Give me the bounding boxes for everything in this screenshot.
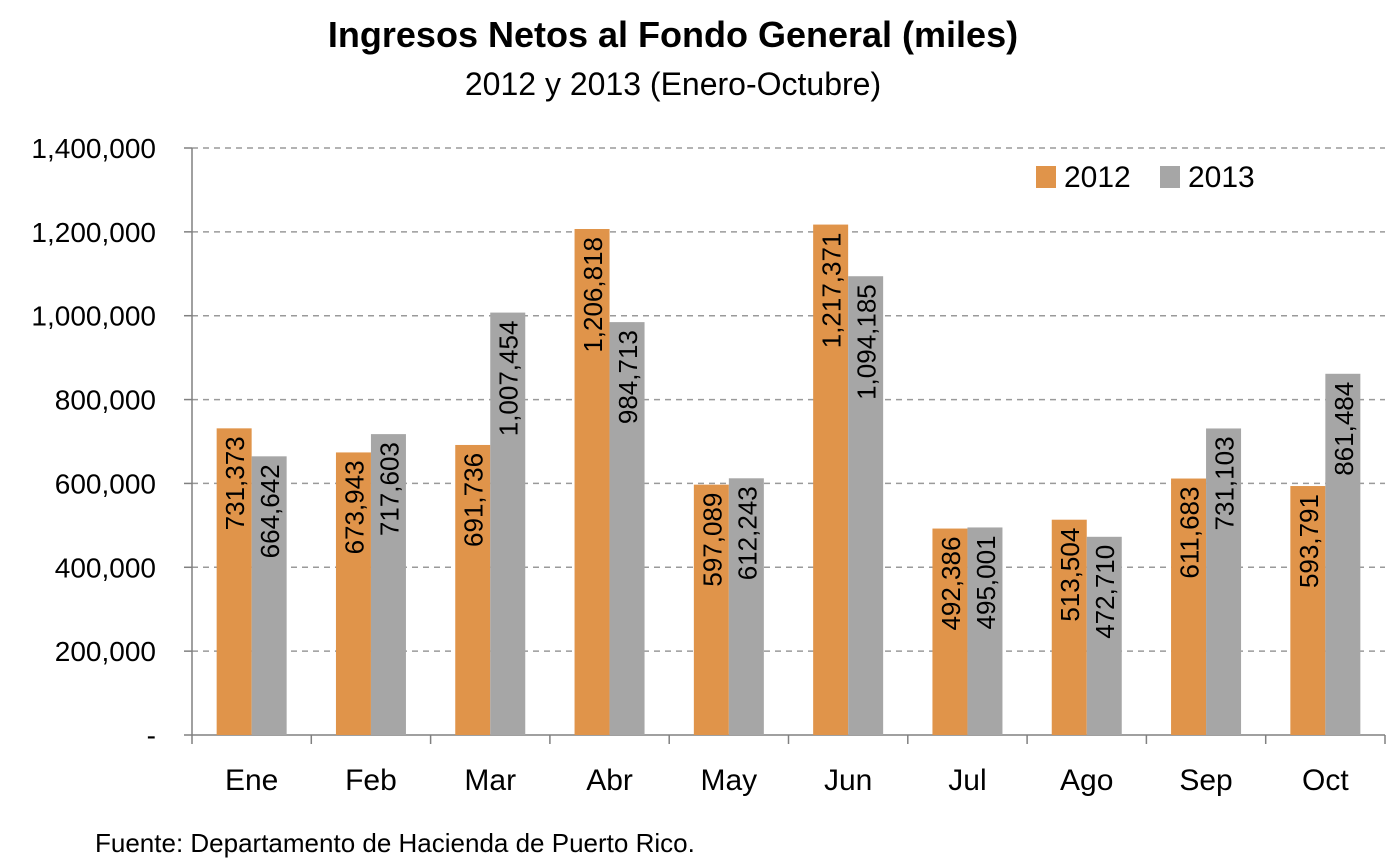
chart-subtitle: 2012 y 2013 (Enero-Octubre) [464, 66, 882, 102]
legend-swatch-2012 [1036, 166, 1056, 188]
y-tick-label: 1,200,000 [31, 217, 156, 248]
data-label-2013-May: 612,243 [732, 486, 762, 580]
legend: 2012 2013 [1036, 161, 1255, 194]
data-label-2012-Ago: 513,504 [1055, 528, 1085, 622]
x-tick-label: Sep [1179, 764, 1232, 797]
data-label-2012-Oct: 593,791 [1294, 494, 1324, 588]
x-tick-label: Ago [1060, 764, 1113, 797]
bar-2012-Abr [574, 228, 610, 735]
bar-2012-Jul [932, 528, 968, 735]
data-label-2012-Abr: 1,206,818 [578, 237, 608, 353]
data-label-2012-Ene: 731,373 [220, 436, 250, 530]
data-label-2013-Feb: 717,603 [374, 442, 404, 536]
bar-2013-Ago [1086, 536, 1122, 735]
chart-title: Ingresos Netos al Fondo General (miles) [327, 14, 1019, 55]
axes: - 200,000 400,000 600,000 800,000 1,000,000 1,… [31, 133, 1386, 797]
bar-2012-May [693, 484, 729, 735]
bar-2013-Mar [490, 312, 526, 735]
bars [216, 224, 1361, 735]
x-tick-label: Oct [1302, 764, 1349, 797]
data-label-2013-Abr: 984,713 [613, 330, 643, 424]
x-tick-label: Feb [345, 764, 397, 797]
data-labels: 731,373 673,943 691,736 1,206,818 597,089 1,2… [220, 233, 1359, 639]
data-label-2013-Oct: 861,484 [1329, 382, 1359, 476]
x-tick-label: Abr [586, 764, 633, 797]
legend-label-2012: 2012 [1064, 161, 1131, 194]
source-note: Fuente: Departamento de Hacienda de Puer… [95, 828, 695, 858]
legend-swatch-2013 [1160, 166, 1180, 188]
data-label-2013-Ene: 664,642 [255, 464, 285, 558]
y-tick-label: 800,000 [55, 385, 156, 416]
x-tick-label: Jun [824, 764, 872, 797]
x-tick-label: Jul [948, 764, 986, 797]
data-label-2012-Feb: 673,943 [339, 460, 369, 554]
bar-2013-Jun [848, 276, 884, 735]
legend-label-2013: 2013 [1188, 161, 1255, 194]
bar-2013-Sep [1206, 428, 1242, 735]
data-label-2013-Jun: 1,094,185 [852, 284, 882, 400]
bar-2012-Mar [455, 444, 491, 735]
data-label-2013-Ago: 472,710 [1090, 545, 1120, 639]
bar-2012-Ene [216, 428, 252, 735]
bar-2012-Feb [335, 452, 371, 735]
bar-2012-Ago [1051, 519, 1087, 735]
y-tick-label: 200,000 [55, 636, 156, 667]
y-tick-label: 600,000 [55, 468, 156, 499]
x-tick-label: Mar [464, 764, 516, 797]
y-tick-label: 400,000 [55, 552, 156, 583]
bar-2013-May [728, 478, 764, 735]
y-tick-label: 1,000,000 [31, 301, 156, 332]
y-tick-label: - [147, 720, 156, 751]
bar-2013-Abr [609, 322, 645, 735]
bar-2012-Sep [1171, 478, 1207, 735]
data-label-2013-Jul: 495,001 [971, 535, 1001, 629]
data-label-2012-Sep: 611,683 [1175, 487, 1205, 579]
bar-2013-Jul [967, 527, 1003, 735]
data-label-2012-May: 597,089 [697, 493, 727, 587]
data-label-2012-Jul: 492,386 [936, 537, 966, 631]
bar-2013-Ene [251, 456, 287, 735]
data-label-2013-Mar: 1,007,454 [494, 321, 524, 437]
bar-2013-Feb [370, 434, 406, 735]
x-tick-label: Ene [225, 764, 278, 797]
x-tick-label: May [701, 764, 758, 797]
y-tick-label: 1,400,000 [31, 133, 156, 164]
data-label-2012-Mar: 691,736 [459, 453, 489, 547]
bar-2012-Jun [813, 224, 849, 735]
data-label-2012-Jun: 1,217,371 [817, 233, 847, 349]
bar-2012-Oct [1290, 486, 1326, 735]
bar-2013-Oct [1325, 373, 1361, 735]
data-label-2013-Sep: 731,103 [1210, 436, 1240, 530]
